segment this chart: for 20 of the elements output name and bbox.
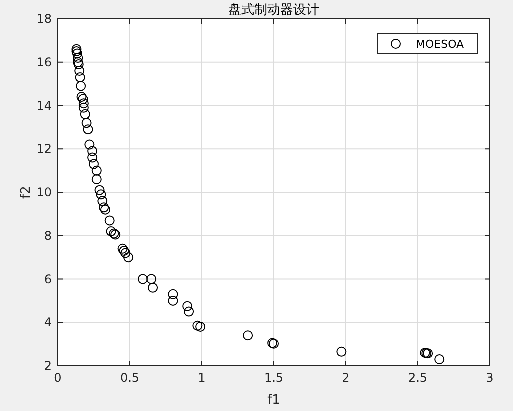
x-tick-label: 0 <box>54 371 62 385</box>
legend-label: MOESOA <box>416 38 465 51</box>
x-axis-title: f1 <box>268 393 280 408</box>
chart-title: 盘式制动器设计 <box>228 3 320 18</box>
x-tick-label: 2.5 <box>408 371 428 385</box>
y-tick-label: 10 <box>36 186 52 200</box>
y-tick-label: 4 <box>44 316 52 330</box>
y-tick-label: 16 <box>36 55 52 70</box>
y-tick-label: 6 <box>44 272 52 286</box>
x-tick-label: 3 <box>486 371 494 385</box>
y-tick-label: 12 <box>36 142 52 156</box>
y-axis-title: f2 <box>19 186 34 199</box>
y-tick-label: 14 <box>36 98 52 113</box>
x-tick-label: 1 <box>198 371 206 385</box>
x-tick-label: 1.5 <box>264 371 284 385</box>
y-tick-label: 8 <box>44 228 52 243</box>
y-tick-label: 18 <box>36 12 52 26</box>
x-tick-label: 0.5 <box>120 371 140 385</box>
x-tick-label: 2 <box>342 371 350 385</box>
y-tick-label: 2 <box>44 359 52 373</box>
